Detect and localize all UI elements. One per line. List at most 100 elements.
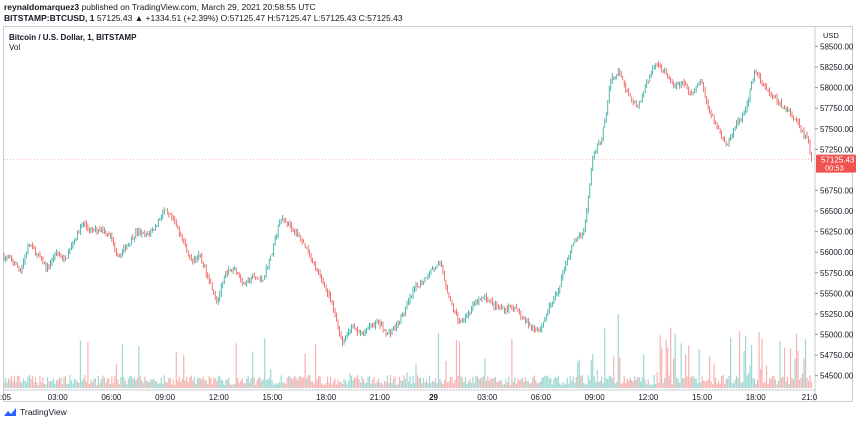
volume-bar	[147, 381, 149, 388]
volume-bar	[58, 377, 61, 388]
volume-bar	[656, 372, 658, 388]
y-tick-label: 58250.00	[820, 63, 854, 72]
volume-bar	[329, 376, 332, 388]
footer-brand[interactable]: TradingView	[4, 407, 67, 417]
volume-bar	[318, 375, 320, 388]
volume-bar	[809, 375, 811, 388]
volume-bar	[791, 377, 793, 388]
volume-bar	[237, 377, 239, 388]
volume-bar	[613, 356, 615, 388]
volume-bar	[163, 375, 165, 388]
volume-bar	[750, 344, 753, 388]
volume-bar	[604, 328, 606, 388]
y-tick-label: 58500.00	[820, 42, 854, 51]
volume-bar	[40, 382, 43, 388]
volume-bar	[289, 376, 291, 388]
volume-bar	[51, 380, 53, 388]
volume-bar	[78, 382, 80, 388]
volume-bar	[542, 377, 544, 388]
volume-bar	[673, 358, 675, 388]
x-tick-label: 06:00	[101, 393, 122, 402]
volume-bar	[619, 357, 621, 388]
volume-bar	[734, 379, 736, 388]
volume-bar	[517, 378, 519, 388]
publisher-name[interactable]: reynaldomarquez3	[4, 2, 80, 12]
volume-bar	[338, 382, 341, 388]
volume-bar	[70, 380, 73, 388]
volume-bar	[677, 378, 679, 388]
volume-bar	[368, 375, 371, 388]
volume-bar	[466, 384, 468, 388]
volume-bar	[773, 375, 775, 388]
y-tick-label: 55500.00	[820, 289, 854, 298]
volume-bar	[187, 382, 189, 388]
volume-bar	[482, 376, 485, 388]
volume-bar	[277, 382, 279, 388]
volume-bar	[755, 383, 757, 388]
volume-bar	[145, 380, 147, 388]
volume-bar	[159, 382, 161, 388]
volume-bar	[616, 381, 618, 388]
volume-bar	[622, 382, 624, 388]
volume-bar	[451, 376, 453, 388]
volume-bar	[768, 378, 771, 388]
volume-bar	[288, 376, 290, 388]
volume-bar	[189, 377, 191, 388]
y-tick-label: 55250.00	[820, 310, 854, 319]
volume-bar	[258, 377, 260, 388]
volume-bar	[563, 384, 565, 388]
volume-bar	[315, 344, 317, 388]
volume-bar	[45, 384, 47, 388]
volume-bar	[634, 376, 636, 388]
volume-bar	[264, 338, 266, 388]
volume-bar	[589, 380, 591, 388]
tradingview-logo-icon	[4, 407, 16, 416]
volume-bar	[87, 342, 89, 388]
volume-bar	[285, 383, 287, 388]
y-tick-label: 58000.00	[820, 84, 854, 93]
volume-bar	[529, 383, 531, 388]
volume-bar	[276, 384, 278, 388]
volume-bar	[244, 383, 246, 388]
volume-bar	[568, 383, 570, 388]
volume-bar	[683, 378, 685, 388]
volume-bar	[247, 375, 249, 388]
volume-bar	[183, 355, 185, 388]
volume-bar	[28, 375, 31, 388]
volume-bar	[313, 384, 315, 388]
x-tick-label: 18:00	[746, 393, 767, 402]
volume-bar	[157, 384, 159, 388]
volume-bar	[138, 346, 140, 388]
volume-bar	[214, 378, 216, 388]
volume-bar	[300, 376, 302, 388]
volume-bar	[31, 376, 34, 388]
volume-bar	[166, 382, 168, 388]
volume-bar	[66, 384, 68, 388]
volume-bar	[274, 382, 276, 388]
volume-bar	[539, 381, 541, 388]
volume-bar	[637, 376, 639, 388]
volume-bar	[614, 383, 616, 388]
volume-bar	[538, 382, 540, 388]
y-tick-label: 57500.00	[820, 125, 854, 134]
volume-bar	[628, 380, 630, 388]
volume-bar	[770, 378, 772, 388]
volume-bar	[521, 377, 523, 388]
volume-bar	[16, 375, 19, 388]
volume-bar	[541, 377, 543, 388]
volume-bar	[334, 378, 336, 388]
volume-bar	[190, 375, 192, 388]
volume-bar	[611, 378, 613, 388]
volume-bar	[461, 377, 464, 388]
volume-bar	[487, 376, 489, 388]
volume-bar	[789, 348, 792, 388]
volume-bar	[335, 384, 338, 388]
volume-bar	[788, 384, 790, 388]
volume-bar	[771, 376, 774, 388]
volume-bar	[252, 351, 254, 388]
volume-bar	[497, 382, 499, 388]
volume-bar	[765, 365, 768, 388]
x-tick-label: 29	[429, 393, 438, 402]
volume-bar	[746, 375, 748, 388]
